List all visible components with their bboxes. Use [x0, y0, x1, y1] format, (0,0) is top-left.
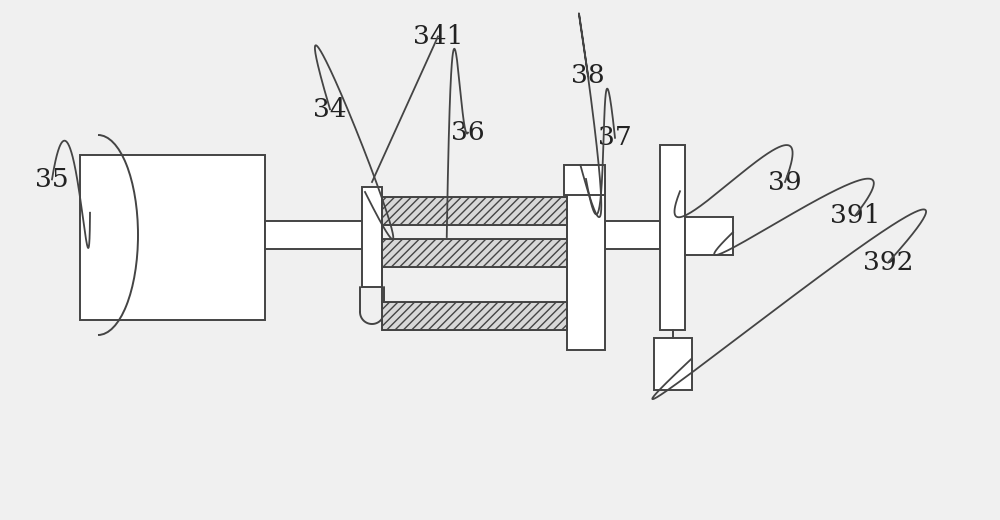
- Text: 34: 34: [313, 97, 347, 122]
- Text: 341: 341: [413, 24, 463, 49]
- Text: 39: 39: [768, 170, 802, 194]
- Text: 392: 392: [863, 250, 913, 275]
- Text: 391: 391: [830, 203, 880, 228]
- Bar: [685, 217, 733, 255]
- Text: 36: 36: [451, 120, 485, 145]
- Bar: [567, 179, 605, 350]
- Text: 38: 38: [571, 63, 605, 88]
- Bar: [654, 338, 692, 390]
- Text: 37: 37: [598, 125, 632, 150]
- Text: 35: 35: [35, 167, 69, 192]
- Bar: [660, 145, 685, 330]
- Bar: [80, 155, 265, 320]
- Bar: [265, 221, 370, 249]
- Bar: [605, 221, 660, 249]
- Bar: [564, 165, 605, 195]
- Bar: [382, 239, 567, 267]
- Bar: [382, 197, 567, 330]
- Bar: [382, 197, 567, 225]
- Bar: [362, 187, 382, 287]
- Bar: [382, 302, 567, 330]
